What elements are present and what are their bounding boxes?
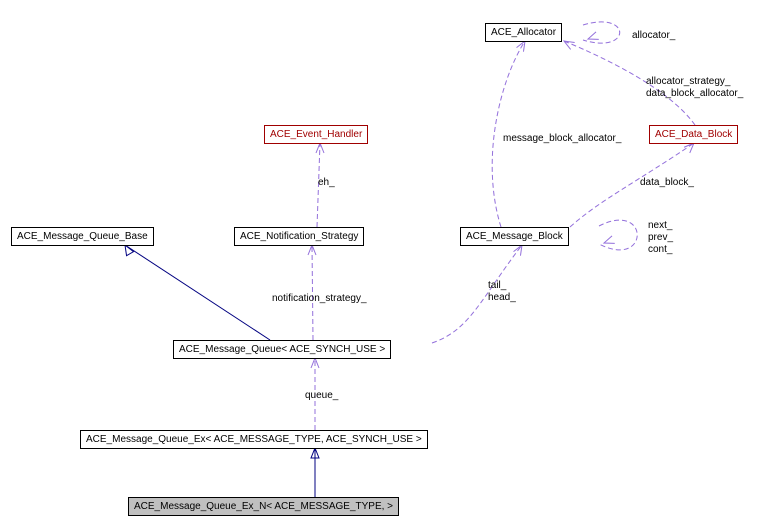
class-node-allocator[interactable]: ACE_Allocator: [485, 23, 562, 42]
edge-label: data_block_allocator_: [646, 88, 743, 99]
edge-label: queue_: [305, 390, 338, 401]
edge-label: head_: [488, 292, 516, 303]
edge-label: allocator_strategy_: [646, 76, 731, 87]
edge-label: eh_: [318, 177, 335, 188]
edge-label: allocator_: [632, 30, 675, 41]
class-node-mqexn[interactable]: ACE_Message_Queue_Ex_N< ACE_MESSAGE_TYPE…: [128, 497, 399, 516]
edge-label: notification_strategy_: [272, 293, 367, 304]
class-node-eventhandler[interactable]: ACE_Event_Handler: [264, 125, 368, 144]
edge-label: cont_: [648, 244, 672, 255]
edge-label: next_: [648, 220, 672, 231]
edge: [125, 245, 270, 340]
class-node-mqex[interactable]: ACE_Message_Queue_Ex< ACE_MESSAGE_TYPE, …: [80, 430, 428, 449]
edge: [583, 22, 620, 43]
class-node-datablock[interactable]: ACE_Data_Block: [649, 125, 738, 144]
edge-label: message_block_allocator_: [503, 133, 621, 144]
edge-label: prev_: [648, 232, 673, 243]
class-node-mq[interactable]: ACE_Message_Queue< ACE_SYNCH_USE >: [173, 340, 391, 359]
class-node-notifstrat[interactable]: ACE_Notification_Strategy: [234, 227, 364, 246]
class-node-msgblock[interactable]: ACE_Message_Block: [460, 227, 569, 246]
class-node-mqbase[interactable]: ACE_Message_Queue_Base: [11, 227, 154, 246]
edge: [599, 220, 637, 250]
edge-label: data_block_: [640, 177, 694, 188]
edge-label: tail_: [488, 280, 506, 291]
